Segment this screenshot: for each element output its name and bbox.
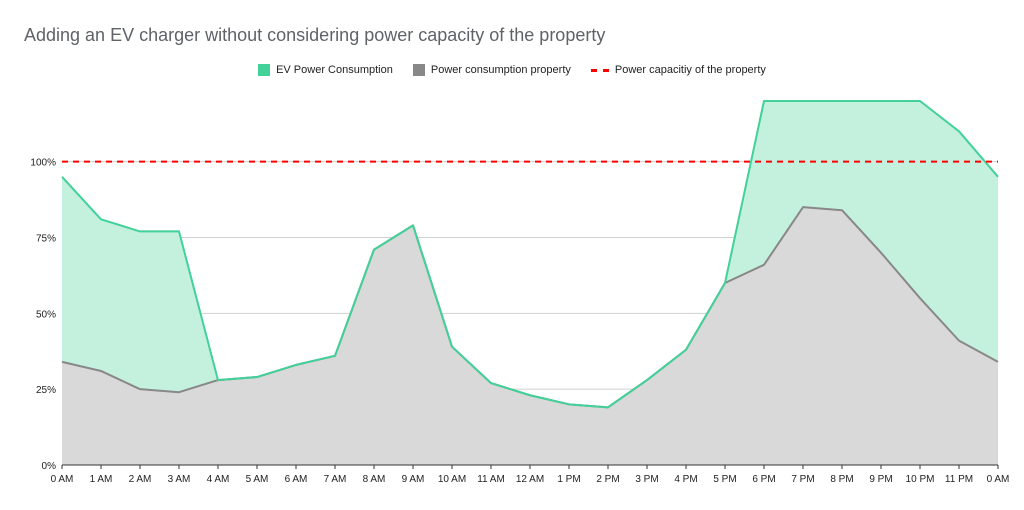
x-tick-label-4: 4 AM (207, 474, 230, 485)
legend-label-property: Power consumption property (430, 64, 571, 76)
legend-swatch-ev (258, 64, 271, 76)
y-tick-label-2: 50% (36, 309, 56, 320)
x-tick-label-8: 8 AM (363, 474, 386, 485)
x-tick-label-20: 8 PM (830, 474, 853, 485)
x-tick-label-2: 2 AM (129, 474, 152, 485)
legend-item-property[interactable]: Power consumption property (412, 64, 571, 76)
x-tick-label-16: 4 PM (674, 474, 697, 485)
x-tick-label-6: 6 AM (285, 474, 308, 485)
legend-item-ev[interactable]: EV Power Consumption (258, 64, 393, 76)
x-tick-label-24: 0 AM (987, 474, 1010, 485)
x-tick-label-18: 6 PM (752, 474, 775, 485)
x-tick-label-23: 11 PM (945, 474, 973, 485)
chart-title: Adding an EV charger without considering… (24, 25, 606, 45)
x-tick-label-17: 5 PM (713, 474, 736, 485)
x-tick-label-7: 7 AM (324, 474, 347, 485)
series-ev-line (61, 100, 999, 409)
x-tick-label-21: 9 PM (869, 474, 892, 485)
x-tick-label-15: 3 PM (635, 474, 658, 485)
y-tick-label-1: 25% (36, 385, 56, 396)
x-tick-label-14: 2 PM (596, 474, 619, 485)
x-tick-label-22: 10 PM (906, 474, 935, 485)
x-tick-label-13: 1 PM (557, 474, 580, 485)
x-tick-label-10: 10 AM (438, 474, 466, 485)
legend-swatch-capacity (590, 68, 609, 72)
legend-swatch-property (412, 64, 425, 76)
y-tick-label-0: 0% (42, 461, 57, 472)
x-tick-label-11: 11 AM (477, 474, 505, 485)
x-tick-label-12: 12 AM (516, 474, 544, 485)
series-property-area (62, 207, 998, 465)
x-tick-label-5: 5 AM (246, 474, 269, 485)
legend-label-ev: EV Power Consumption (276, 64, 393, 76)
x-tick-label-19: 7 PM (791, 474, 814, 485)
x-tick-label-1: 1 AM (90, 474, 113, 485)
x-tick-label-0: 0 AM (51, 474, 74, 485)
legend: EV Power Consumption Power consumption p… (0, 64, 1024, 76)
legend-item-capacity[interactable]: Power capacitiy of the property (590, 64, 766, 76)
x-tick-label-3: 3 AM (168, 474, 191, 485)
legend-label-capacity: Power capacitiy of the property (614, 64, 766, 76)
y-tick-label-3: 75% (36, 234, 56, 245)
x-tick-label-9: 9 AM (402, 474, 425, 485)
y-tick-label-4: 100% (30, 158, 56, 169)
